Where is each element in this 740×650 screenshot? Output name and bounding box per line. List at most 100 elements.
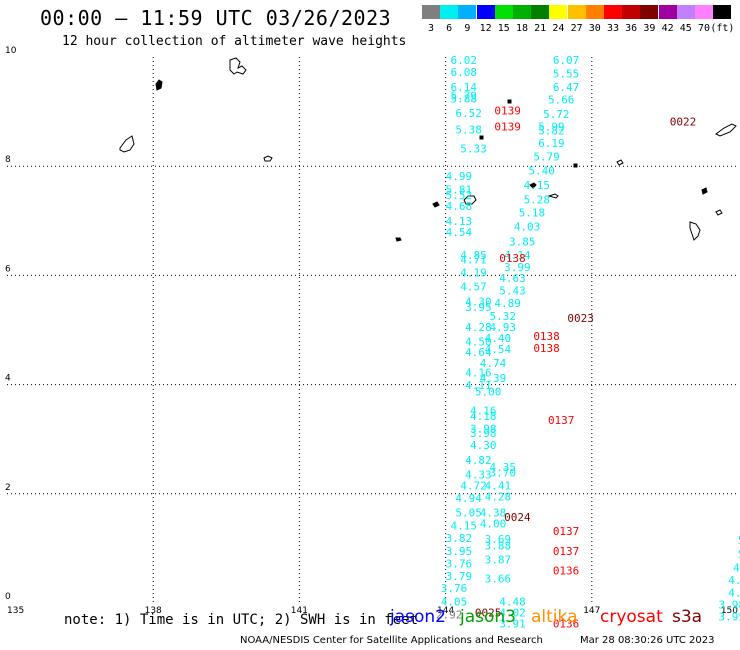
longitude-label: 150: [721, 606, 738, 616]
wave-height-value: 4.28: [485, 490, 512, 503]
color-swatch: [549, 5, 568, 19]
wave-height-value: 4.68: [446, 200, 473, 213]
color-scale-label: 39: [643, 23, 656, 34]
island-outline: [701, 187, 708, 195]
color-swatch: [658, 5, 677, 19]
map-axes: 135 138 141 144 147 150 0 2 4 6 8 10: [5, 46, 738, 616]
pass-time-label: 0139: [494, 104, 521, 117]
wave-height-value: 6.07: [553, 54, 580, 67]
wave-height-value: 5.99: [538, 121, 565, 134]
satellite-label-cryosat: cryosat: [600, 607, 663, 627]
wave-height-value: 4.85: [460, 249, 487, 262]
color-scale-label: 18: [515, 23, 529, 34]
wave-height-value: 3.95: [446, 545, 473, 558]
island-outline: [547, 193, 559, 199]
wave-height-value: 4.40: [485, 332, 512, 345]
wave-height-value: 3.85: [509, 235, 536, 248]
latitude-label: 10: [5, 46, 17, 56]
wave-height-value: 6.52: [455, 107, 482, 120]
wave-height-value: 4.4: [728, 574, 740, 587]
wave-height-value: 4.94: [455, 492, 482, 505]
credit-text: NOAA/NESDIS Center for Satellite Applica…: [240, 635, 543, 646]
wave-height-value: 4.82: [465, 454, 492, 467]
pass-time-label: 0137: [548, 414, 575, 427]
wave-height-value: 4.15: [450, 519, 477, 532]
wave-height-value: 5.43: [499, 285, 526, 298]
wave-height-value: 4.00: [480, 518, 507, 531]
island-outline: [479, 135, 484, 140]
wave-height-value: 3.95: [719, 610, 740, 623]
island-outline: [507, 99, 512, 104]
longitude-label: 144: [437, 606, 454, 616]
wave-height-value: 3.98: [719, 598, 740, 611]
latitude-label: 4: [5, 374, 11, 384]
color-swatch: [531, 5, 550, 19]
color-scale-label: 12: [479, 23, 492, 34]
color-swatch: [585, 5, 604, 19]
wave-height-value: 4.16: [470, 405, 497, 418]
color-scale-label: 3: [427, 23, 435, 34]
color-swatch: [476, 5, 495, 19]
wave-height-value: 4.41: [485, 479, 512, 492]
page-subtitle: 12 hour collection of altimeter wave hei…: [62, 34, 407, 49]
longitude-label: 147: [583, 606, 600, 616]
wave-height-values: 6.026.086.145.795.886.525.385.334.995.81…: [436, 54, 740, 630]
island-outline: [229, 57, 247, 75]
wave-height-value: 5: [738, 548, 740, 561]
color-swatch: [713, 5, 732, 19]
wave-height-value: 3.69: [485, 533, 512, 546]
island-outline: [573, 163, 578, 168]
wave-height-value: 5.88: [450, 92, 477, 105]
color-swatch: [567, 5, 586, 19]
satellite-label-jason3: jason3: [460, 607, 516, 627]
color-swatch: [695, 5, 713, 19]
wave-height-value: 5.66: [548, 93, 575, 106]
longitude-label: 138: [145, 606, 162, 616]
map-grid: [7, 57, 738, 603]
wave-height-value: 3.70: [489, 466, 515, 479]
color-scale-label: 9: [464, 23, 471, 34]
color-scale-label: 30: [588, 23, 601, 34]
wave-height-value: 4.30: [470, 439, 497, 452]
wave-height-value: 4.18: [470, 410, 497, 423]
wave-height-value: 3.76: [441, 582, 468, 595]
wave-height-value: 5: [738, 534, 740, 547]
wave-height-value: 4.71: [460, 253, 487, 266]
wave-height-value: 5.18: [519, 206, 546, 219]
island-outline: [119, 135, 135, 153]
wave-height-value: 6.19: [538, 137, 565, 150]
wave-height-value: 4.72: [460, 479, 487, 492]
pass-time-label: 0138: [499, 252, 526, 265]
satellite-label-jason2: jason2: [390, 607, 446, 627]
color-scale-label: 27: [570, 23, 583, 34]
wave-height-value: 5.79: [450, 90, 477, 103]
wave-height-value: 4.50: [465, 335, 492, 348]
color-scale-label: 6: [446, 23, 453, 34]
pass-time-label: 0022: [670, 115, 697, 128]
wave-height-value: 4.33: [465, 469, 492, 482]
longitude-label: 141: [291, 606, 308, 616]
wave-height-value: 4.89: [494, 297, 521, 310]
color-swatch: [494, 5, 513, 19]
page-title: 00:00 – 11:59 UTC 03/26/2023: [40, 6, 392, 30]
pass-time-label: 0136: [553, 565, 580, 578]
wave-height-value: 4.19: [460, 266, 487, 279]
island-outline: [715, 209, 723, 216]
color-swatch: [604, 5, 622, 19]
wave-height-value: 3.76: [446, 558, 473, 571]
wave-height-value: 5.40: [528, 164, 555, 177]
wave-height-value: 3.79: [446, 570, 473, 583]
wave-height-value: 3.91: [499, 618, 526, 631]
island-outline: [616, 159, 624, 166]
wave-height-value: 4.54: [446, 226, 473, 239]
wave-height-value: 4.9: [733, 561, 740, 574]
wave-height-value: 4.02: [499, 607, 526, 620]
latitude-label: 0: [5, 592, 11, 602]
wave-height-value: 4.16: [465, 366, 492, 379]
wave-height-value: 4.35: [489, 461, 515, 474]
pass-time-label: 0139: [494, 121, 521, 134]
pass-time-label: 0136: [553, 618, 580, 631]
color-scale-label: 45: [679, 23, 692, 34]
island-outline: [529, 182, 537, 189]
